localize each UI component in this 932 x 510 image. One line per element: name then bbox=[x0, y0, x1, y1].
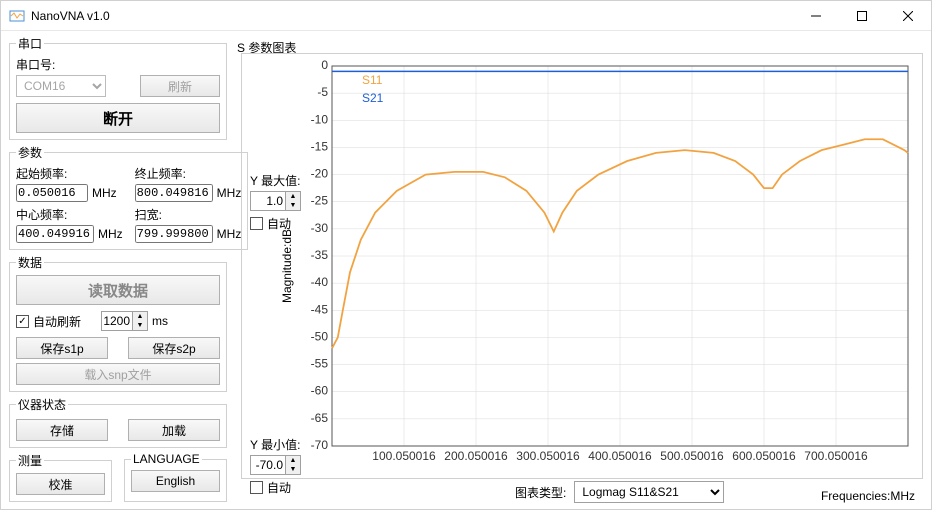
svg-text:S11: S11 bbox=[362, 73, 383, 87]
ymin-label: Y 最小值: bbox=[250, 436, 301, 453]
english-button[interactable]: English bbox=[131, 470, 220, 492]
ymax-input[interactable] bbox=[251, 192, 285, 210]
measure-group: 测量 校准 bbox=[9, 452, 112, 502]
load-snp-button[interactable]: 载入snp文件 bbox=[16, 363, 220, 385]
maximize-button[interactable] bbox=[839, 1, 885, 31]
svg-text:-65: -65 bbox=[311, 411, 329, 425]
ymin-spinner[interactable]: ▲▼ bbox=[250, 455, 301, 475]
span-label: 扫宽: bbox=[135, 206, 242, 223]
close-button[interactable] bbox=[885, 1, 931, 31]
language-legend: LANGUAGE bbox=[131, 452, 202, 466]
serial-legend: 串口 bbox=[16, 35, 44, 52]
ymin-auto-checkbox[interactable] bbox=[250, 481, 263, 494]
instrument-legend: 仪器状态 bbox=[16, 396, 68, 413]
chart-plot: 0 -5 -10 -15 -20 -25 -30 -35 -40 -45 -50 -55 -60 -65 -… bbox=[302, 60, 912, 470]
svg-text:-5: -5 bbox=[317, 85, 328, 99]
interval-spinner[interactable]: ▲▼ bbox=[101, 311, 148, 331]
calibrate-button[interactable]: 校准 bbox=[16, 473, 105, 495]
refresh-button[interactable]: 刷新 bbox=[140, 75, 220, 97]
data-legend: 数据 bbox=[16, 254, 44, 271]
serial-group: 串口 串口号: COM16 刷新 断开 bbox=[9, 35, 227, 140]
svg-text:0: 0 bbox=[321, 60, 328, 72]
right-panel: S 参数图表 Y 最大值: ▲▼ 自动 Magnitude:dB Y 最小值: … bbox=[235, 31, 931, 509]
span-input[interactable] bbox=[135, 225, 213, 243]
svg-text:-50: -50 bbox=[311, 329, 329, 343]
app-icon bbox=[9, 8, 25, 24]
center-freq-input[interactable] bbox=[16, 225, 94, 243]
svg-text:-40: -40 bbox=[311, 275, 329, 289]
svg-text:-55: -55 bbox=[311, 357, 329, 371]
left-panel: 串口 串口号: COM16 刷新 断开 参数 起始频率: MHz 终止频率: M… bbox=[1, 31, 235, 509]
svg-text:500.050016: 500.050016 bbox=[660, 449, 724, 463]
svg-text:200.050016: 200.050016 bbox=[444, 449, 508, 463]
ymin-input[interactable] bbox=[251, 456, 285, 474]
auto-refresh-label: 自动刷新 bbox=[33, 313, 81, 330]
save-s2p-button[interactable]: 保存s2p bbox=[128, 337, 220, 359]
x-axis-label: Frequencies:MHz bbox=[821, 489, 915, 503]
svg-text:-30: -30 bbox=[311, 221, 329, 235]
ymin-auto-label: 自动 bbox=[267, 479, 291, 496]
store-button[interactable]: 存储 bbox=[16, 419, 108, 441]
load-button[interactable]: 加载 bbox=[128, 419, 220, 441]
svg-text:600.050016: 600.050016 bbox=[732, 449, 796, 463]
data-group: 数据 读取数据 ✓ 自动刷新 ▲▼ ms 保存s1p 保存s2p 载入snp文件 bbox=[9, 254, 227, 392]
window-title: NanoVNA v1.0 bbox=[31, 9, 793, 23]
start-freq-label: 起始频率: bbox=[16, 165, 123, 182]
svg-text:-45: -45 bbox=[311, 302, 329, 316]
svg-text:700.050016: 700.050016 bbox=[804, 449, 868, 463]
svg-text:400.050016: 400.050016 bbox=[588, 449, 652, 463]
unit-mhz: MHz bbox=[92, 186, 117, 200]
interval-input[interactable] bbox=[102, 312, 132, 330]
disconnect-button[interactable]: 断开 bbox=[16, 103, 220, 133]
minimize-button[interactable] bbox=[793, 1, 839, 31]
spin-up-icon[interactable]: ▲ bbox=[133, 312, 147, 321]
titlebar: NanoVNA v1.0 bbox=[1, 1, 931, 31]
port-label: 串口号: bbox=[16, 56, 220, 73]
svg-text:-70: -70 bbox=[311, 438, 329, 452]
stop-freq-label: 终止频率: bbox=[135, 165, 242, 182]
save-s1p-button[interactable]: 保存s1p bbox=[16, 337, 108, 359]
chart-type-label: 图表类型: bbox=[515, 484, 566, 501]
svg-text:-20: -20 bbox=[311, 167, 329, 181]
port-select[interactable]: COM16 bbox=[16, 75, 106, 97]
svg-text:-10: -10 bbox=[311, 112, 329, 126]
stop-freq-input[interactable] bbox=[135, 184, 213, 202]
params-group: 参数 起始频率: MHz 终止频率: MHz 中心频率: MHz 扫宽: bbox=[9, 144, 248, 250]
start-freq-input[interactable] bbox=[16, 184, 88, 202]
svg-text:-60: -60 bbox=[311, 384, 329, 398]
measure-legend: 测量 bbox=[16, 452, 44, 469]
svg-text:-35: -35 bbox=[311, 248, 329, 262]
read-data-button[interactable]: 读取数据 bbox=[16, 275, 220, 305]
y-axis-label: Magnitude:dB bbox=[280, 229, 294, 303]
instrument-group: 仪器状态 存储 加载 bbox=[9, 396, 227, 448]
svg-text:-15: -15 bbox=[311, 139, 329, 153]
interval-unit: ms bbox=[152, 314, 168, 328]
params-legend: 参数 bbox=[16, 144, 44, 161]
chart-type-select[interactable]: Logmag S11&S21 bbox=[574, 481, 724, 503]
ymax-auto-checkbox[interactable] bbox=[250, 217, 263, 230]
center-freq-label: 中心频率: bbox=[16, 206, 123, 223]
auto-refresh-checkbox[interactable]: ✓ bbox=[16, 315, 29, 328]
svg-text:-25: -25 bbox=[311, 194, 329, 208]
chart-area: Y 最大值: ▲▼ 自动 Magnitude:dB Y 最小值: ▲▼ 自动 0… bbox=[241, 53, 923, 479]
ymax-label: Y 最大值: bbox=[250, 172, 301, 189]
ymax-spinner[interactable]: ▲▼ bbox=[250, 191, 301, 211]
svg-text:100.050016: 100.050016 bbox=[372, 449, 436, 463]
svg-text:300.050016: 300.050016 bbox=[516, 449, 580, 463]
spin-down-icon[interactable]: ▼ bbox=[133, 321, 147, 330]
svg-text:S21: S21 bbox=[362, 91, 384, 105]
language-group: LANGUAGE English bbox=[124, 452, 227, 502]
